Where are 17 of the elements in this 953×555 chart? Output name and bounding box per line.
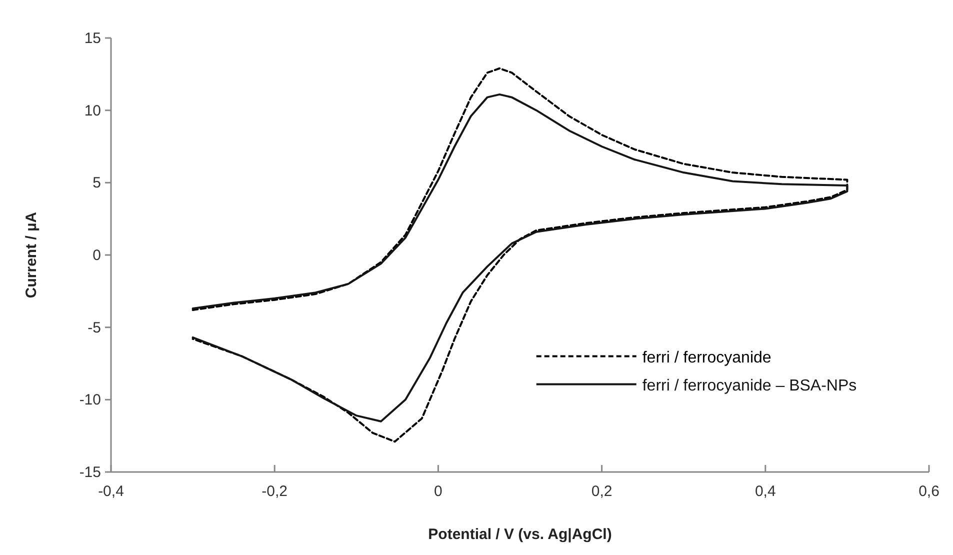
y-tick-label: 0 [92,247,101,264]
x-axis-title: Potential / V (vs. Ag|AgCl) [428,526,612,543]
x-tick-label: 0,6 [918,483,940,500]
text: ferri / ferrocyanide [642,349,772,366]
y-tick-label: 15 [84,30,101,47]
x-tick-label: 0,4 [754,483,776,500]
y-tick-label: 10 [84,102,101,120]
text: ferri / ferrocyanide – BSA-NPs [642,377,857,394]
y-tick-label: -5 [88,319,101,336]
x-tick-label: -0,2 [262,483,288,500]
y-tick-label: 5 [92,174,101,192]
y-tick-label: -10 [79,392,101,409]
x-tick-label: 0 [434,483,442,500]
x-tick-label: 0,2 [591,483,612,500]
y-axis-title: Current / µA [23,212,40,298]
y-tick-label: -15 [79,464,101,481]
x-tick-label: -0,4 [98,483,124,500]
